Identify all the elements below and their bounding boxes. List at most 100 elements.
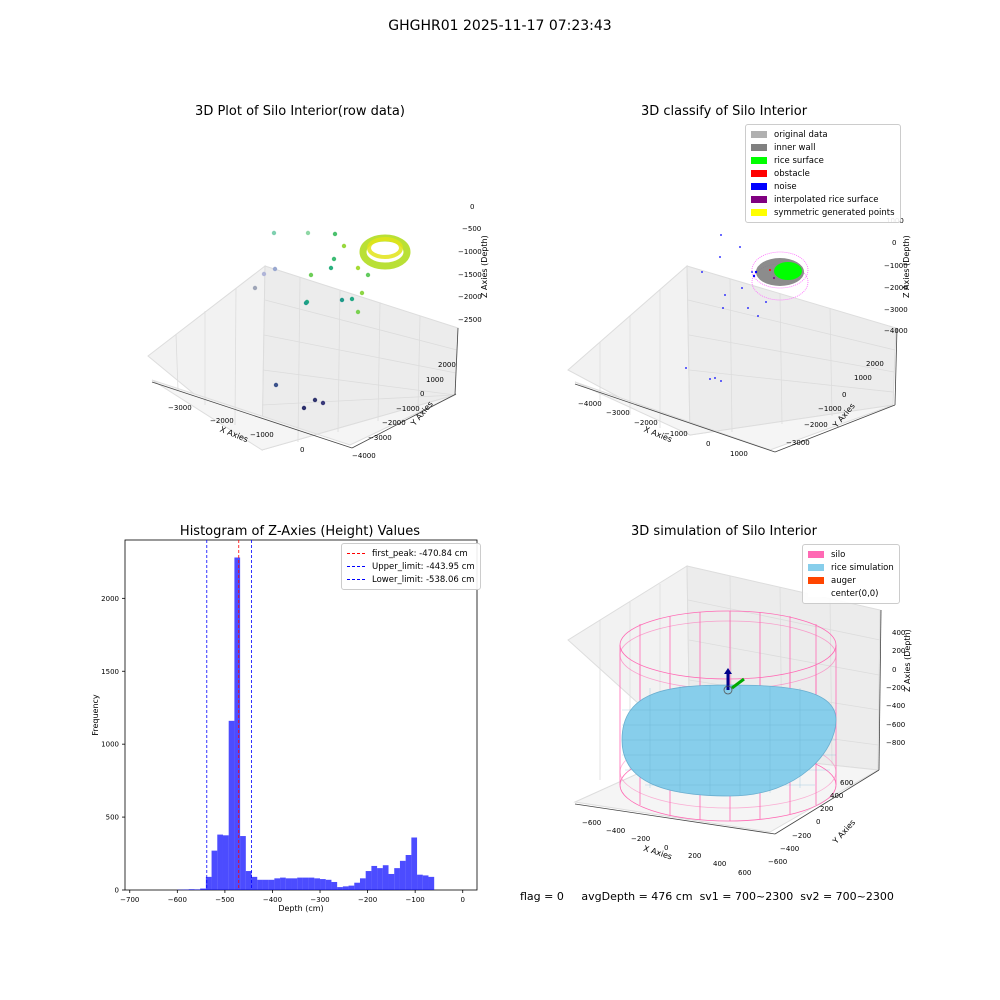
histogram-xtick-label: −600	[168, 896, 187, 904]
panel2-axes-box	[567, 264, 898, 453]
panel4-ztick: −400	[886, 702, 905, 710]
legend-line	[347, 579, 365, 580]
panel2-ytick: 2000	[866, 360, 884, 368]
histogram-bar	[348, 885, 355, 890]
avg-depth: avgDepth = 476 cm	[581, 890, 693, 903]
legend-label: interpolated rice surface	[774, 194, 879, 205]
panel4-xtick: −600	[582, 819, 601, 827]
panel1-ztick: −2000	[458, 293, 482, 301]
legend-item: symmetric generated points	[751, 206, 895, 219]
legend-line	[347, 566, 365, 567]
legend-label: rice simulation	[831, 562, 894, 573]
scatter-point	[331, 256, 337, 262]
panel2-yticks: 2000 1000 0 −1000 −2000 −3000	[786, 360, 884, 447]
histogram-bar	[211, 850, 218, 890]
histogram-ytick-label: 1500	[101, 668, 119, 676]
histogram-bar	[365, 871, 372, 890]
panel2-ytick: −2000	[804, 421, 828, 429]
histogram-bar	[188, 889, 195, 890]
scatter-point	[355, 265, 361, 271]
histogram-bar	[257, 879, 263, 890]
panel4-rice-surface	[621, 684, 837, 797]
noise-point	[752, 274, 756, 278]
scatter-point	[303, 300, 309, 306]
panel2-points	[685, 234, 809, 382]
histogram-bar	[359, 878, 366, 890]
histogram-ytick-label: 2000	[101, 595, 119, 603]
histogram-bar	[417, 874, 423, 890]
noise-point	[765, 301, 767, 303]
auger-marker	[723, 668, 745, 695]
rice-surface-cluster	[774, 262, 802, 280]
scatter-point	[252, 285, 258, 291]
panel4-xtick: 600	[738, 869, 751, 877]
legend-item: inner wall	[751, 141, 895, 154]
panel4-ytick: 400	[830, 792, 843, 800]
histogram-legend: first_peak: -470.84 cm Upper_limit: -443…	[341, 543, 481, 590]
histogram-bars	[177, 557, 435, 890]
noise-point	[719, 256, 721, 258]
histogram-bar	[285, 878, 292, 890]
legend-swatch	[808, 577, 824, 584]
noise-point	[757, 315, 759, 317]
legend-swatch	[751, 157, 767, 164]
histogram-bar	[200, 888, 206, 890]
panel1-ytick: −2000	[382, 419, 406, 427]
legend-swatch	[751, 144, 767, 151]
histogram-bar	[262, 879, 269, 890]
panel4-ylabel: Y Axies	[830, 818, 857, 846]
panel2-zlabel: Z Axies (Depth)	[902, 235, 911, 298]
scatter-point	[320, 400, 326, 406]
legend-item: obstacle	[751, 167, 895, 180]
histogram-bar	[268, 879, 275, 890]
panel4-title: 3D simulation of Silo Interior	[631, 524, 817, 539]
scatter-point	[349, 296, 355, 302]
histogram-bar	[251, 876, 258, 890]
noise-point	[741, 287, 743, 289]
panel4-ztick: −600	[886, 721, 905, 729]
histogram-xtick-label: −700	[120, 896, 139, 904]
noise-point	[724, 294, 726, 296]
panel1-xtick: −2000	[210, 417, 234, 425]
histogram-plot-area	[124, 539, 478, 891]
panel2-xtick: −4000	[578, 400, 602, 408]
histogram-bar	[405, 855, 412, 890]
panel4-ytick: 200	[820, 805, 833, 813]
scatter-point	[332, 231, 338, 237]
histogram-bar	[411, 837, 418, 890]
scatter-point	[339, 297, 345, 303]
histogram-bar	[194, 889, 201, 890]
panel4-ztick: −200	[886, 684, 905, 692]
panel4-ytick: −400	[780, 845, 799, 853]
scatter-point	[359, 290, 365, 296]
histogram-bar	[234, 557, 241, 890]
histogram-bar	[240, 836, 246, 890]
histogram-bar	[291, 878, 298, 890]
noise-point	[751, 271, 753, 273]
panel2-title: 3D classify of Silo Interior	[640, 104, 808, 119]
histogram-xtick-label: −400	[263, 896, 282, 904]
panel2-ytick: 1000	[854, 374, 872, 382]
legend-line	[347, 553, 365, 554]
legend-label: original data	[774, 129, 828, 140]
histogram-ytick-label: 1000	[101, 741, 119, 749]
panel4-legend: silo rice simulation auger center(0,0)	[802, 544, 900, 604]
histogram-xticks: −700 −600 −500 −400 −300 −200 −100 0	[120, 890, 465, 904]
panel1-ytick: 1000	[426, 376, 444, 384]
panel4-zticks: 400 200 0 −200 −400 −600 −800	[886, 629, 905, 747]
panel1-3d-scatter: −3000 −2000 −1000 0 2000 1000 0 −1000 −2…	[147, 203, 489, 460]
histogram-xtick-label: −100	[406, 896, 425, 904]
panel4-ztick: 400	[892, 629, 905, 637]
scatter-point	[312, 397, 318, 403]
legend-label: obstacle	[774, 168, 810, 179]
legend-swatch	[751, 183, 767, 190]
noise-point	[720, 380, 722, 382]
histogram-bar	[422, 875, 429, 890]
histogram-reference-lines	[206, 540, 252, 890]
noise-point	[747, 307, 749, 309]
panel2-ztick: −1000	[884, 262, 908, 270]
scatter-point	[341, 243, 347, 249]
legend-swatch	[808, 551, 824, 558]
panel4-ytick: 600	[840, 779, 853, 787]
flag-status: flag = 0	[520, 890, 564, 903]
